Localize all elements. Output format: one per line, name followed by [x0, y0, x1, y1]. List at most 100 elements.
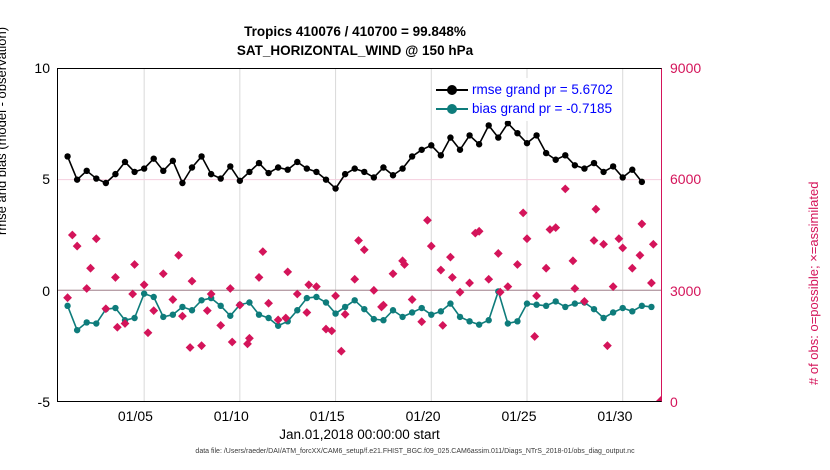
rmse-point [475, 141, 483, 148]
rmse-point [619, 174, 626, 181]
bias-point [140, 290, 148, 297]
bias-point [64, 302, 71, 310]
bias-point [313, 293, 320, 301]
chart-title: Tropics 410076 / 410700 = 99.848% SAT_HO… [0, 22, 710, 60]
obs-count-marker [120, 319, 130, 328]
bias-point [160, 313, 167, 321]
rmse-point [638, 178, 646, 186]
obs-count-marker [503, 282, 513, 292]
x-axis-label: Jan.01,2018 00:00:00 start [279, 427, 440, 442]
rmse-point [93, 175, 100, 182]
bias-point [169, 311, 177, 318]
bias-point [542, 302, 550, 310]
bias-point [428, 311, 435, 318]
chart-title-line-1: Tropics 410076 / 410700 = 99.848% [244, 24, 466, 39]
obs-count-marker [648, 239, 658, 249]
chart-legend: rmse grand pr = 5.6702 bias grand pr = -… [432, 78, 617, 121]
obs-count-marker [369, 285, 379, 295]
bias-point [408, 309, 416, 316]
obs-count-marker [603, 341, 612, 351]
obs-count-marker [589, 236, 599, 245]
obs-count-marker [532, 291, 541, 301]
rmse-point [246, 168, 253, 176]
rmse-point [504, 120, 512, 127]
legend-label-bias: bias grand pr = -0.7185 [472, 101, 612, 116]
obs-count-marker [438, 320, 448, 330]
obs-count-marker [560, 184, 570, 194]
legend-item-bias: bias grand pr = -0.7185 [436, 99, 613, 118]
bias-point [418, 304, 425, 312]
obs-count-marker [354, 236, 363, 245]
rmse-point [571, 162, 579, 169]
bias-point [217, 302, 224, 310]
rmse-point [408, 153, 416, 160]
rmse-point [341, 170, 349, 178]
y-axis-left-tick: 5 [42, 171, 50, 188]
bias-point [131, 314, 138, 322]
bias-point [73, 326, 81, 334]
y-axis-left-tick: 0 [42, 282, 50, 299]
obs-count-marker [91, 234, 101, 244]
rmse-point [542, 149, 550, 157]
bias-point [246, 299, 253, 306]
obs-count-marker [185, 343, 195, 352]
bias-point [351, 297, 358, 304]
obs-count-marker [63, 293, 72, 303]
obs-count-marker [158, 269, 168, 279]
y-axis-left-tick: -5 [37, 394, 50, 410]
y-axis-right-tick: 3000 [670, 282, 702, 299]
bias-point [274, 322, 282, 329]
rmse-point [265, 169, 272, 177]
obs-count-marker [530, 332, 540, 341]
obs-count-marker [518, 208, 528, 218]
obs-count-marker [407, 295, 417, 304]
bias-point [552, 298, 559, 305]
rmse-point [466, 132, 473, 139]
obs-count-marker [614, 234, 624, 244]
legend-label-rmse: rmse grand pr = 5.6702 [472, 82, 613, 97]
obs-count-marker [336, 346, 346, 356]
obs-count-marker [292, 289, 302, 299]
bias-point [341, 303, 349, 311]
x-axis-tick: 01/25 [501, 408, 537, 424]
rmse-point [112, 170, 119, 178]
rmse-point [121, 158, 129, 166]
x-axis-tick: 01/05 [117, 408, 153, 424]
obs-count-marker [377, 302, 386, 312]
obs-count-marker [139, 280, 149, 290]
rmse-point [64, 153, 71, 160]
rmse-point [437, 152, 445, 159]
y-axis-right-tick: 0 [670, 394, 678, 410]
y-axis-right-label: # of obs: o=possible; ×=assimilated [806, 181, 821, 385]
rmse-point [495, 134, 502, 141]
rmse-point [102, 179, 110, 187]
bias-point [93, 320, 100, 327]
obs-count-marker [545, 225, 555, 234]
obs-count-marker [302, 308, 312, 317]
bias-point [619, 304, 626, 312]
obs-count-marker [599, 239, 608, 249]
rmse-point [198, 153, 205, 160]
bias-point [475, 321, 483, 328]
bias-point [303, 294, 311, 302]
obs-count-marker [130, 260, 139, 269]
obs-count-marker [197, 341, 206, 351]
rmse-point [552, 156, 559, 163]
bias-point [255, 311, 263, 318]
bias-point [322, 299, 330, 306]
bias-point [523, 300, 531, 307]
rmse-point [207, 170, 215, 178]
obs-count-marker [470, 228, 480, 238]
obs-count-marker [112, 322, 122, 332]
obs-count-marker [304, 280, 314, 290]
obs-count-marker [447, 273, 457, 282]
bias-point [112, 304, 119, 312]
obs-count-marker [331, 291, 340, 301]
obs-count-marker [101, 304, 111, 314]
rmse-point [456, 146, 464, 153]
rmse-point [447, 134, 454, 141]
rmse-point [332, 185, 339, 192]
rmse-point [217, 175, 224, 182]
obs-count-marker [591, 204, 601, 214]
obs-count-marker [174, 250, 183, 260]
